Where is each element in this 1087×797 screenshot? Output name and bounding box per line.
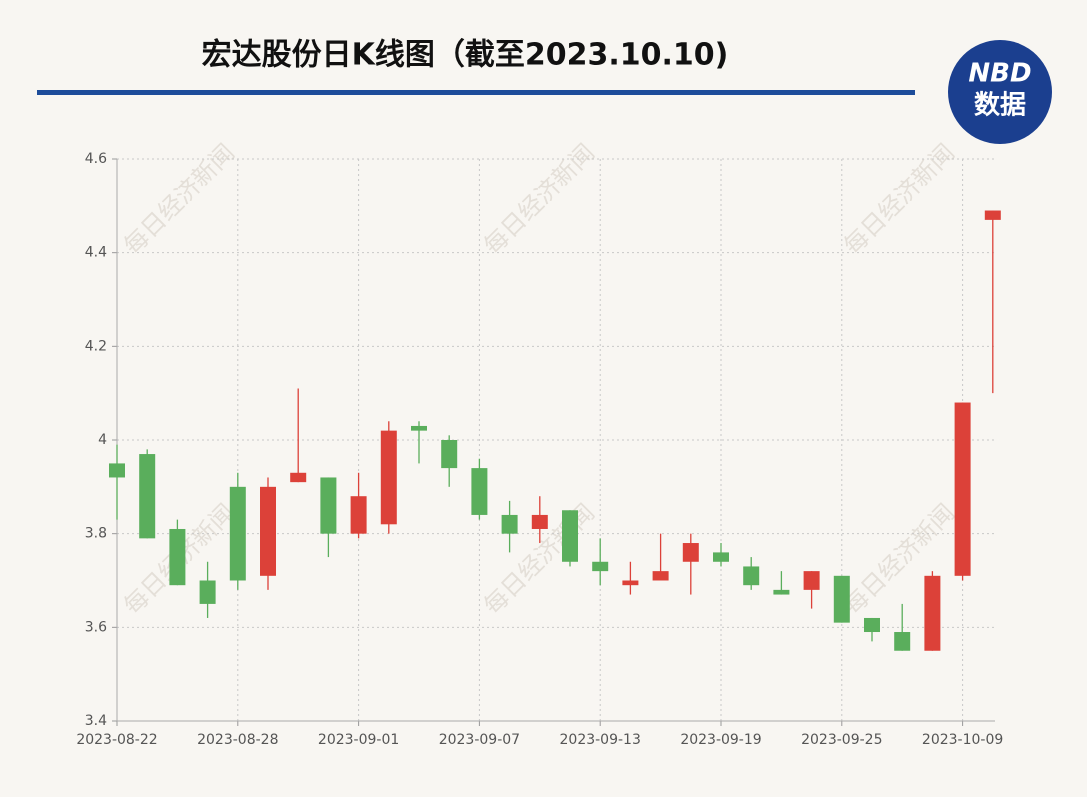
- y-tick-label: 4.6: [85, 151, 107, 167]
- candle-body: [743, 566, 760, 586]
- candle-body: [592, 561, 609, 572]
- candle-body: [864, 617, 880, 633]
- x-tick-label: 2023-10-09: [922, 732, 1003, 748]
- logo-badge: [948, 40, 1052, 144]
- candle-body: [290, 472, 307, 483]
- candle-body: [441, 440, 458, 469]
- candle-body: [652, 571, 669, 581]
- candle-body: [773, 589, 790, 595]
- candle-body: [350, 496, 367, 534]
- x-tick-label: 2023-08-28: [197, 732, 278, 748]
- candle-body: [501, 514, 518, 534]
- candle-body: [713, 552, 729, 562]
- candle-body: [954, 402, 971, 576]
- candle-body: [562, 510, 578, 562]
- candle-body: [199, 580, 216, 604]
- y-tick-label: 4.4: [85, 245, 107, 261]
- logo-label: 数据: [974, 91, 1026, 121]
- x-tick-label: 2023-09-01: [318, 732, 399, 748]
- x-tick-label: 2023-09-25: [801, 732, 882, 748]
- candle-body: [471, 468, 488, 515]
- chart-title: 宏达股份日K线图（截至2023.10.10): [202, 38, 729, 73]
- candle-body: [260, 486, 276, 576]
- candle-body: [682, 543, 699, 562]
- x-tick-label: 2023-09-19: [680, 732, 761, 748]
- candle-body: [531, 514, 548, 529]
- candle-body: [380, 430, 397, 525]
- title-rule: [37, 90, 915, 95]
- y-tick-label: 3.6: [85, 619, 107, 635]
- candle-body: [984, 210, 1001, 220]
- candle-body: [320, 477, 337, 534]
- x-tick-label: 2023-09-13: [560, 732, 641, 748]
- x-tick-label: 2023-08-22: [76, 732, 157, 748]
- y-tick-label: 3.4: [85, 713, 107, 729]
- candle-body: [169, 528, 186, 586]
- y-tick-label: 3.8: [85, 526, 107, 542]
- candle-body: [894, 632, 911, 651]
- candle-body: [924, 575, 941, 651]
- logo-brand: NBD: [968, 59, 1031, 89]
- candle-body: [229, 486, 246, 581]
- candle-body: [109, 463, 125, 478]
- candle-body: [411, 425, 427, 431]
- candle-body: [622, 580, 639, 586]
- y-tick-label: 4.2: [85, 338, 107, 354]
- candle-body: [139, 454, 156, 539]
- candle-body: [803, 571, 820, 590]
- y-tick-label: 4: [98, 432, 107, 448]
- x-tick-label: 2023-09-07: [439, 732, 520, 748]
- candle-body: [833, 575, 850, 623]
